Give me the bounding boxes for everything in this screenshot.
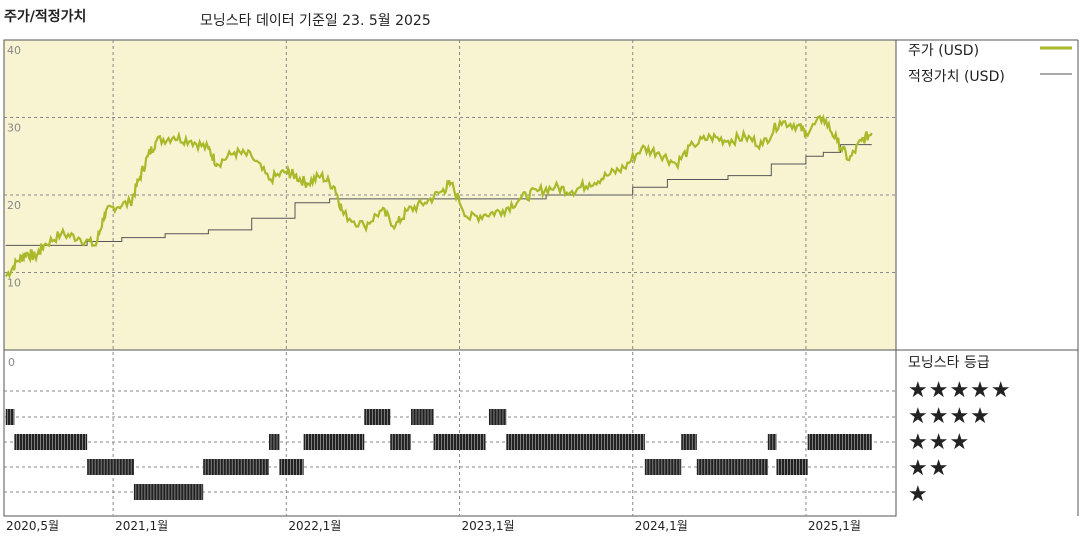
rating-segment-fill	[390, 434, 412, 450]
rating-segment	[681, 434, 697, 450]
rating-segment-fill	[133, 484, 204, 500]
rating-segment-fill	[776, 459, 808, 475]
rating-segment	[203, 459, 270, 475]
rating-segment-fill	[506, 434, 645, 450]
rating-segment-fill	[303, 434, 365, 450]
rating-panel-title: 모닝스타 등급	[908, 355, 990, 371]
x-tick-label: 2021,1월	[115, 519, 168, 533]
rating-segment	[390, 434, 412, 450]
rating-segment	[411, 409, 434, 425]
x-tick-labels: 2020,5월 2021,1월 2022,1월 2023,1월 2024,1월 2025,…	[6, 519, 861, 533]
rating-segment	[644, 459, 682, 475]
rating-1-stars: ★	[908, 482, 929, 507]
rating-plot-border	[3, 349, 897, 517]
y-tick-labels: 40 30 20 10	[7, 44, 21, 290]
rating-segment	[14, 434, 88, 450]
rating-segment-fill	[203, 459, 270, 475]
rating-zero-label: 0	[8, 356, 15, 369]
legend-fair-value-label: 적정가치 (USD)	[908, 69, 1005, 85]
y-tick-label: 40	[7, 44, 21, 57]
rating-segment-fill	[279, 459, 304, 475]
x-tick-label: 2025,1월	[808, 519, 861, 533]
y-tick-label: 20	[7, 199, 21, 212]
x-tick-label: 2023,1월	[462, 519, 515, 533]
price-series-line	[4, 113, 873, 279]
rating-segment	[696, 459, 769, 475]
x-tick-label: 2022,1월	[288, 519, 341, 533]
rating-segment	[488, 409, 507, 425]
rating-segment	[87, 459, 134, 475]
y-tick-label: 30	[7, 122, 21, 135]
x-tick-label: 2020,5월	[6, 519, 59, 533]
rating-segment	[133, 484, 204, 500]
rating-segment-fill	[5, 409, 15, 425]
rating-segment-fill	[87, 459, 134, 475]
rating-segment	[506, 434, 645, 450]
rating-segment-fill	[488, 409, 507, 425]
rating-segment	[767, 434, 777, 450]
rating-2-stars: ★★	[908, 456, 950, 481]
rating-segment-fill	[767, 434, 777, 450]
rating-segment	[269, 434, 280, 450]
rating-segment-fill	[14, 434, 88, 450]
x-tick-label: 2024,1월	[635, 519, 688, 533]
chart-subtitle: 모닝스타 데이터 기준일 23. 5월 2025	[200, 13, 431, 29]
y-tick-label: 10	[7, 277, 21, 290]
rating-segment-fill	[364, 409, 391, 425]
rating-segment	[5, 409, 15, 425]
rating-4-stars: ★★★★	[908, 404, 991, 429]
rating-segment-fill	[644, 459, 682, 475]
legend-price-label: 주가 (USD)	[908, 43, 980, 59]
rating-segment	[279, 459, 304, 475]
chart-title: 주가/적정가치	[4, 9, 87, 25]
rating-5-stars: ★★★★★	[908, 378, 1012, 403]
rating-segment	[303, 434, 365, 450]
rating-segment	[433, 434, 486, 450]
rating-segment-fill	[696, 459, 768, 475]
fair-value-series-line	[5, 144, 872, 246]
rating-segment	[364, 409, 391, 425]
rating-segment	[776, 459, 808, 475]
rating-bars	[5, 409, 872, 500]
rating-segment	[807, 434, 872, 450]
rating-3-stars: ★★★	[908, 430, 971, 455]
